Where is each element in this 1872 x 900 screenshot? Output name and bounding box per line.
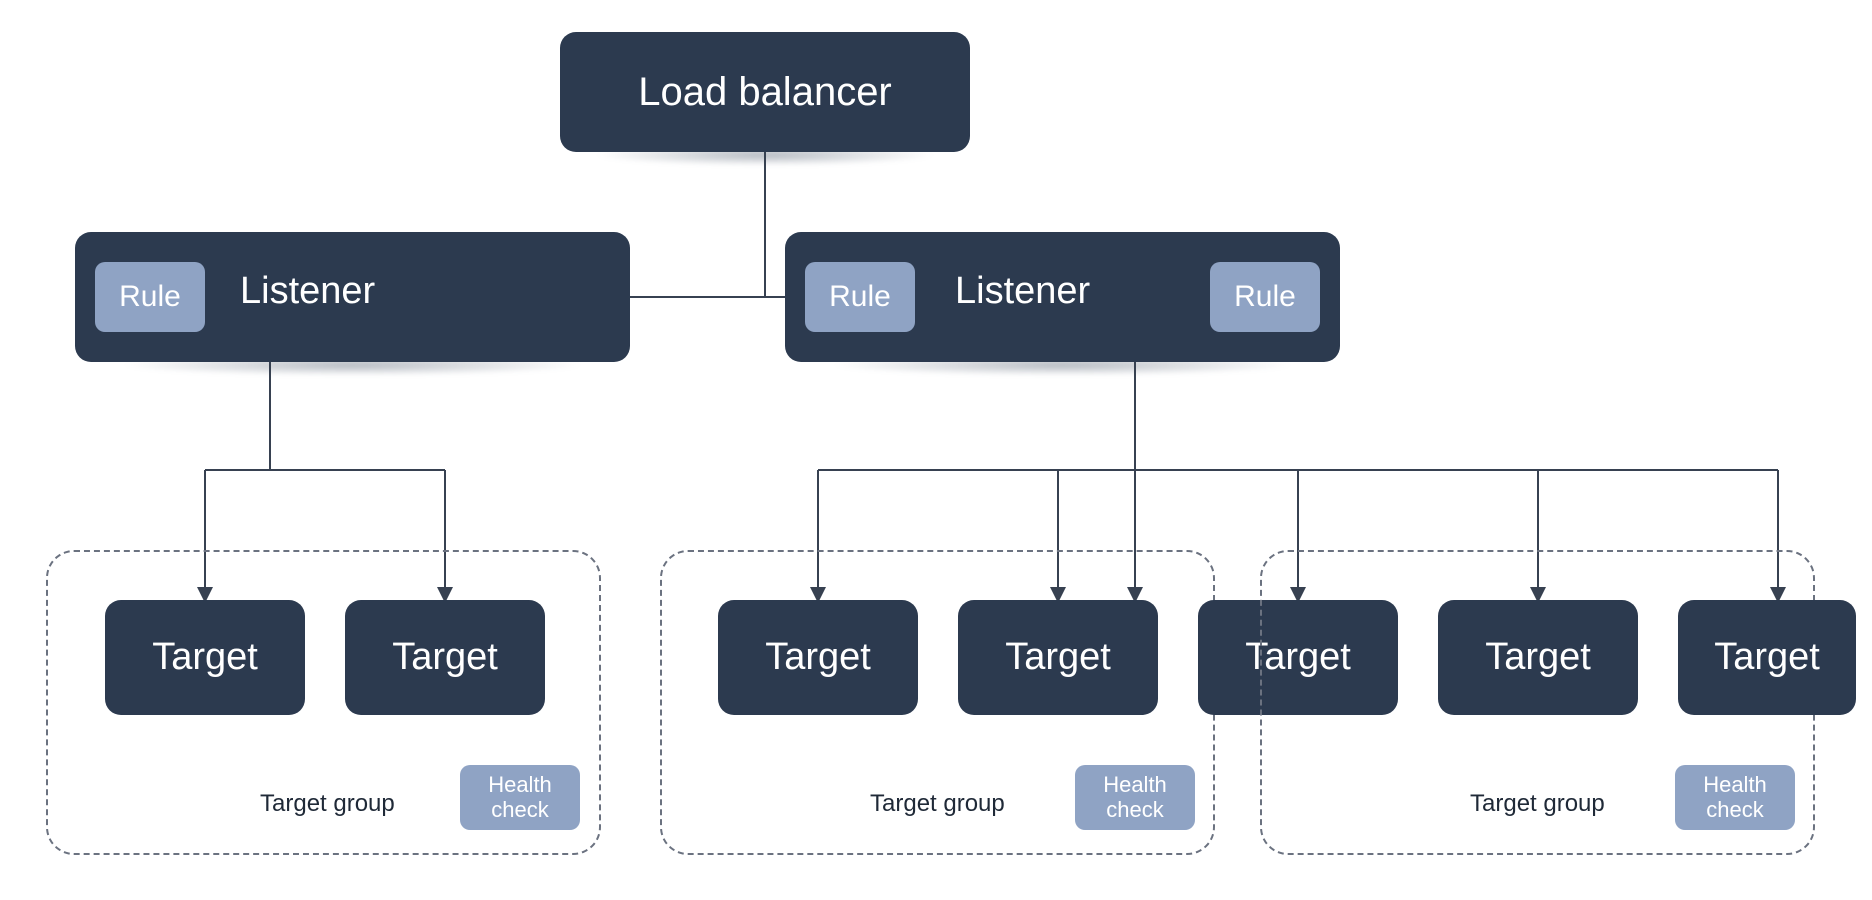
health-label-line1: Health bbox=[1103, 773, 1167, 797]
rule-chip-right-2: Rule bbox=[1210, 262, 1320, 332]
target-node: Target bbox=[345, 600, 545, 715]
target-node: Target bbox=[105, 600, 305, 715]
load-balancer-node: Load balancer bbox=[560, 32, 970, 152]
target-label: Target bbox=[1714, 636, 1820, 679]
target-node: Target bbox=[1438, 600, 1638, 715]
health-label-line2: check bbox=[491, 798, 548, 822]
health-check-chip: Health check bbox=[1675, 765, 1795, 830]
rule-chip-left-1: Rule bbox=[95, 262, 205, 332]
listener-right-label: Listener bbox=[955, 270, 1090, 313]
load-balancer-label: Load balancer bbox=[638, 70, 892, 115]
health-label-line2: check bbox=[1706, 798, 1763, 822]
rule-label: Rule bbox=[1234, 280, 1296, 314]
target-label: Target bbox=[152, 636, 258, 679]
health-label-line2: check bbox=[1106, 798, 1163, 822]
health-label-line1: Health bbox=[488, 773, 552, 797]
target-node: Target bbox=[958, 600, 1158, 715]
target-group-3-label: Target group bbox=[1470, 790, 1605, 818]
rule-label: Rule bbox=[829, 280, 891, 314]
target-label: Target bbox=[1005, 636, 1111, 679]
target-label: Target bbox=[392, 636, 498, 679]
rule-chip-right-1: Rule bbox=[805, 262, 915, 332]
target-label: Target bbox=[765, 636, 871, 679]
health-label-line1: Health bbox=[1703, 773, 1767, 797]
rule-label: Rule bbox=[119, 280, 181, 314]
target-node: Target bbox=[1678, 600, 1856, 715]
health-check-chip: Health check bbox=[460, 765, 580, 830]
listener-left-label: Listener bbox=[240, 270, 375, 313]
health-check-chip: Health check bbox=[1075, 765, 1195, 830]
target-group-2-label: Target group bbox=[870, 790, 1005, 818]
target-node: Target bbox=[718, 600, 918, 715]
target-group-1-label: Target group bbox=[260, 790, 395, 818]
target-label: Target bbox=[1485, 636, 1591, 679]
